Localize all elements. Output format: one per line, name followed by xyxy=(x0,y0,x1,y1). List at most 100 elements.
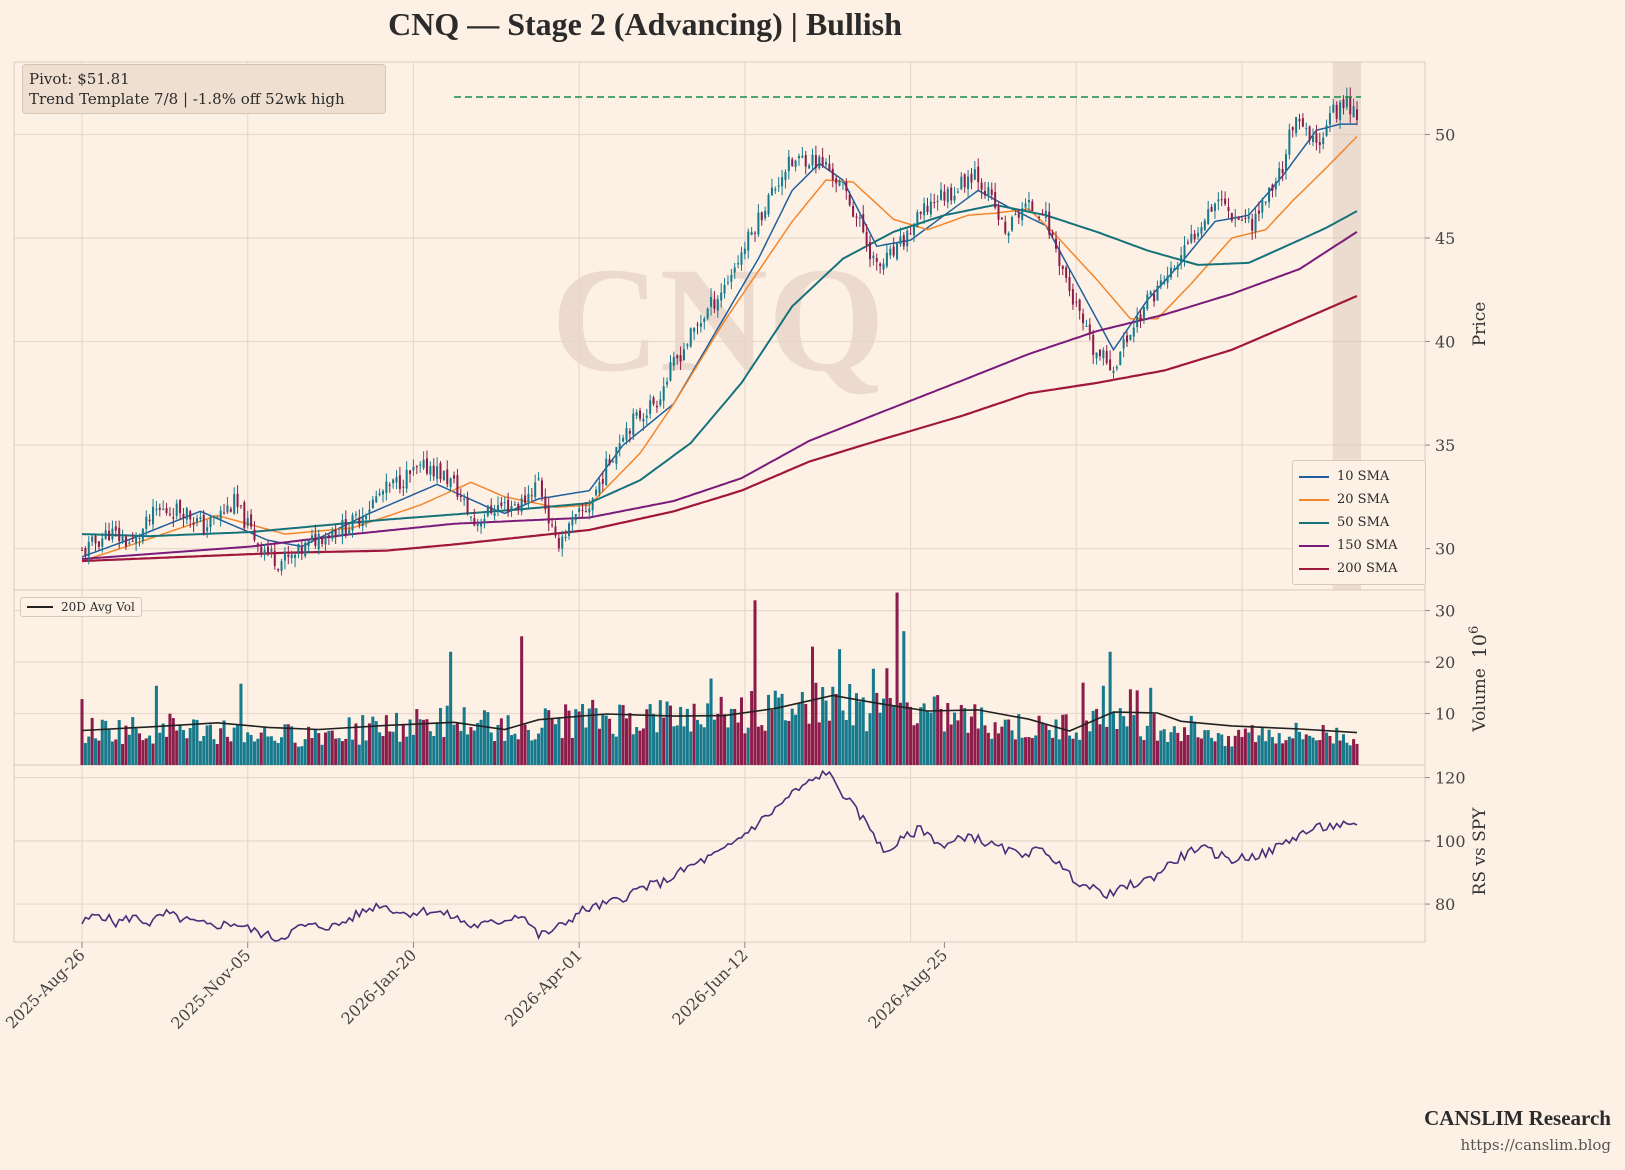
candle-body xyxy=(1291,127,1294,131)
volume-bar xyxy=(739,697,744,765)
volume-bar xyxy=(1054,719,1058,765)
volume-bar xyxy=(969,716,973,765)
candle-body xyxy=(1173,268,1176,271)
volume-bar xyxy=(1030,738,1034,765)
volume-bar xyxy=(151,743,155,765)
candle-body xyxy=(327,535,330,539)
volume-bar xyxy=(915,723,919,765)
candle-body xyxy=(1213,203,1216,211)
volume-bar xyxy=(107,728,111,765)
sma-line-50sma xyxy=(81,203,1358,538)
volume-bar xyxy=(188,728,192,765)
volume-bar xyxy=(547,710,551,765)
volume-bar xyxy=(1051,737,1055,765)
volume-bar xyxy=(428,731,432,765)
candle-body xyxy=(351,515,354,531)
volume-bar xyxy=(736,722,740,765)
volume-bar xyxy=(925,711,930,765)
volume-bar xyxy=(648,704,652,765)
candle-body xyxy=(794,160,797,167)
volume-bar xyxy=(1274,743,1278,765)
volume-bar xyxy=(131,717,135,765)
candle-body xyxy=(767,194,770,215)
candle-body xyxy=(168,513,171,515)
candle-body xyxy=(855,216,858,218)
price-tick-label: 45 xyxy=(1435,229,1455,248)
candle-body xyxy=(287,554,290,558)
candle-body xyxy=(1230,213,1233,221)
candle-body xyxy=(283,552,286,561)
volume-bar xyxy=(658,700,662,765)
volume-bar xyxy=(110,741,114,765)
candle-body xyxy=(696,324,699,326)
volume-bar xyxy=(215,743,219,765)
x-tick-label: 2026-Jun-12 xyxy=(668,945,751,1028)
candle-body xyxy=(148,519,151,522)
candle-body xyxy=(1115,366,1118,369)
candle-body xyxy=(1082,313,1085,324)
candle-body xyxy=(740,252,743,265)
volume-bar xyxy=(242,742,246,765)
volume-bar xyxy=(794,714,798,765)
candle-body xyxy=(310,535,313,540)
candle-body xyxy=(246,517,249,526)
candle-body xyxy=(1180,255,1183,263)
candle-body xyxy=(344,519,347,535)
candle-body xyxy=(212,515,215,518)
candle-body xyxy=(398,475,401,489)
candle-body xyxy=(750,232,753,236)
volume-bar xyxy=(499,718,503,765)
candle-body xyxy=(936,201,939,203)
candle-body xyxy=(943,191,946,201)
volume-bar xyxy=(1196,737,1200,765)
volume-bar xyxy=(280,737,284,765)
volume-bar xyxy=(1162,729,1166,765)
volume-bar xyxy=(821,687,825,765)
volume-bar xyxy=(1071,738,1075,765)
volume-bar xyxy=(185,738,189,765)
candle-body xyxy=(209,516,212,528)
candle-body xyxy=(476,523,479,526)
volume-bar xyxy=(313,729,317,765)
candle-body xyxy=(1332,104,1335,113)
candle-body xyxy=(466,497,469,514)
volume-bar xyxy=(171,718,175,765)
candle-body xyxy=(331,531,334,539)
volume-bar xyxy=(543,708,547,765)
candle-body xyxy=(1031,201,1034,212)
volume-bar xyxy=(1294,722,1298,765)
volume-bar xyxy=(841,710,845,765)
volume-bar xyxy=(983,725,987,765)
candle-body xyxy=(1024,203,1027,208)
volume-bar xyxy=(996,733,1001,765)
candle-body xyxy=(348,529,351,535)
candle-body xyxy=(442,470,445,481)
candle-body xyxy=(608,459,611,465)
volume-bar xyxy=(236,724,240,765)
candle-body xyxy=(1078,299,1081,311)
volume-bar xyxy=(354,723,358,765)
x-tick-label: 2026-Jan-20 xyxy=(337,945,420,1028)
volume-bar xyxy=(655,732,659,765)
volume-bar xyxy=(1105,726,1109,765)
volume-bar xyxy=(746,727,750,765)
candle-body xyxy=(987,187,990,196)
volume-bar xyxy=(509,735,514,765)
candle-body xyxy=(334,529,337,538)
volume-tick-label: 20 xyxy=(1435,653,1455,672)
candle-body xyxy=(923,203,926,216)
volume-bar xyxy=(435,722,439,765)
volume-bar xyxy=(716,713,720,765)
volume-bar xyxy=(1318,740,1322,765)
candle-body xyxy=(540,480,543,497)
volume-bar xyxy=(144,738,148,765)
candle-body xyxy=(162,509,165,511)
volume-bar xyxy=(411,734,415,765)
candle-body xyxy=(192,522,195,525)
candle-body xyxy=(402,486,405,488)
candle-body xyxy=(774,189,777,191)
candle-body xyxy=(1156,285,1159,301)
candle-body xyxy=(699,322,702,327)
candle-body xyxy=(672,357,675,366)
volume-bar xyxy=(553,724,557,765)
